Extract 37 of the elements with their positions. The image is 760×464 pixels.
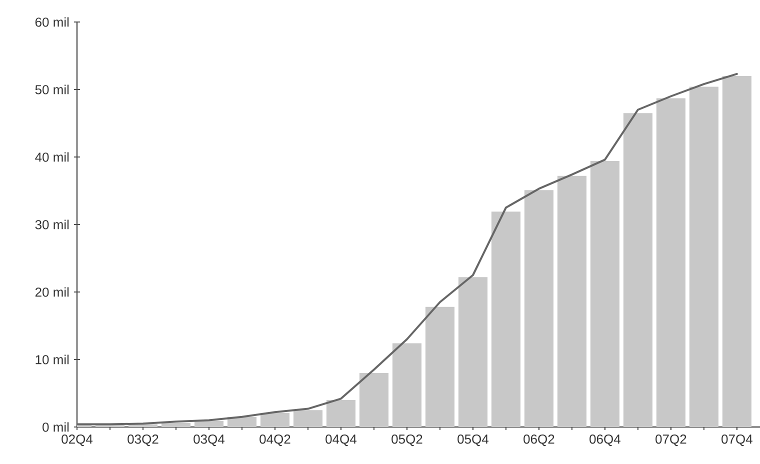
y-tick-label: 0 mil: [42, 422, 69, 432]
bar: [392, 343, 422, 427]
x-tick-label: 06Q4: [590, 434, 620, 446]
bar: [524, 190, 554, 427]
x-tick-label: 02Q4: [62, 434, 93, 446]
x-tick-label: 04Q2: [260, 434, 290, 446]
bar: [227, 416, 256, 427]
bar: [260, 412, 290, 427]
y-tick-label: 20 mil: [35, 287, 69, 297]
x-tick-label: 07Q4: [722, 434, 752, 446]
bar: [425, 306, 454, 427]
y-tick-label: 50 mil: [35, 84, 69, 94]
bar: [458, 277, 488, 427]
x-tick-label: 03Q2: [128, 434, 158, 446]
x-tick-label: 04Q4: [326, 434, 356, 446]
bar: [623, 113, 652, 427]
bar: [293, 410, 322, 427]
bar: [689, 86, 718, 427]
x-tick-label: 06Q2: [524, 434, 554, 446]
line-series: [77, 72, 738, 426]
bar: [590, 161, 620, 427]
x-tick-label: 05Q2: [392, 434, 422, 446]
bar: [722, 76, 752, 427]
bar: [326, 400, 356, 427]
y-tick-label: 10 mil: [36, 354, 69, 364]
y-tick-label: 60 mil: [35, 17, 69, 27]
bar: [161, 422, 191, 427]
bar: [656, 98, 686, 427]
bar: [194, 420, 224, 427]
x-tick-label: 07Q2: [656, 434, 686, 446]
x-tick-label: 05Q4: [458, 434, 488, 446]
y-tick-label: 40 mil: [35, 152, 69, 162]
bar: [557, 176, 586, 427]
x-tick-label: 03Q4: [194, 434, 224, 446]
bar: [491, 212, 520, 427]
bar: [359, 373, 388, 427]
y-tick-label: 30 mil: [35, 220, 69, 230]
